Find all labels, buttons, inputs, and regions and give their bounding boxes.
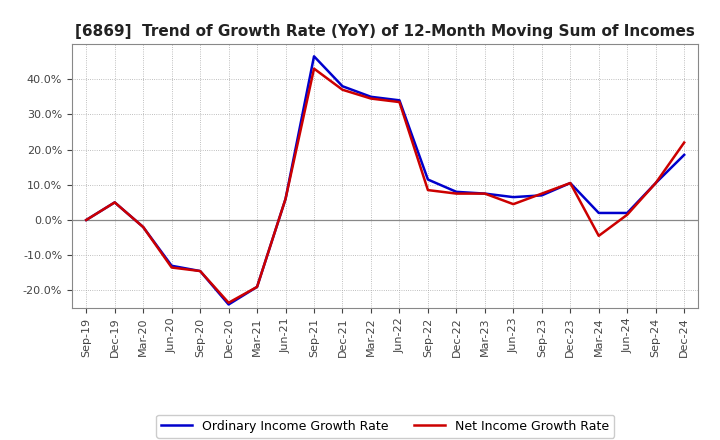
Net Income Growth Rate [139, 224, 148, 230]
Ordinary Income Growth Rate [452, 189, 461, 194]
Net Income Growth Rate [167, 265, 176, 270]
Line: Net Income Growth Rate: Net Income Growth Rate [86, 69, 684, 303]
Net Income Growth Rate [338, 87, 347, 92]
Line: Ordinary Income Growth Rate: Ordinary Income Growth Rate [86, 56, 684, 304]
Ordinary Income Growth Rate [566, 180, 575, 186]
Net Income Growth Rate [423, 187, 432, 193]
Ordinary Income Growth Rate [652, 180, 660, 186]
Ordinary Income Growth Rate [225, 302, 233, 307]
Ordinary Income Growth Rate [310, 54, 318, 59]
Net Income Growth Rate [480, 191, 489, 196]
Net Income Growth Rate [680, 140, 688, 145]
Net Income Growth Rate [366, 96, 375, 101]
Ordinary Income Growth Rate [167, 263, 176, 268]
Net Income Growth Rate [595, 233, 603, 238]
Net Income Growth Rate [253, 284, 261, 290]
Ordinary Income Growth Rate [509, 194, 518, 200]
Legend: Ordinary Income Growth Rate, Net Income Growth Rate: Ordinary Income Growth Rate, Net Income … [156, 414, 614, 437]
Ordinary Income Growth Rate [595, 210, 603, 216]
Net Income Growth Rate [509, 202, 518, 207]
Net Income Growth Rate [196, 268, 204, 274]
Net Income Growth Rate [452, 191, 461, 196]
Ordinary Income Growth Rate [480, 191, 489, 196]
Net Income Growth Rate [537, 191, 546, 196]
Net Income Growth Rate [225, 300, 233, 305]
Ordinary Income Growth Rate [110, 200, 119, 205]
Net Income Growth Rate [623, 212, 631, 217]
Net Income Growth Rate [82, 217, 91, 223]
Net Income Growth Rate [310, 66, 318, 71]
Ordinary Income Growth Rate [139, 224, 148, 230]
Net Income Growth Rate [652, 180, 660, 186]
Ordinary Income Growth Rate [282, 196, 290, 202]
Title: [6869]  Trend of Growth Rate (YoY) of 12-Month Moving Sum of Incomes: [6869] Trend of Growth Rate (YoY) of 12-… [76, 24, 695, 39]
Ordinary Income Growth Rate [253, 284, 261, 290]
Ordinary Income Growth Rate [423, 177, 432, 182]
Ordinary Income Growth Rate [623, 210, 631, 216]
Ordinary Income Growth Rate [680, 152, 688, 158]
Ordinary Income Growth Rate [366, 94, 375, 99]
Ordinary Income Growth Rate [395, 98, 404, 103]
Net Income Growth Rate [395, 99, 404, 105]
Net Income Growth Rate [566, 180, 575, 186]
Ordinary Income Growth Rate [338, 84, 347, 89]
Net Income Growth Rate [110, 200, 119, 205]
Ordinary Income Growth Rate [196, 268, 204, 274]
Ordinary Income Growth Rate [537, 193, 546, 198]
Net Income Growth Rate [282, 196, 290, 202]
Ordinary Income Growth Rate [82, 217, 91, 223]
